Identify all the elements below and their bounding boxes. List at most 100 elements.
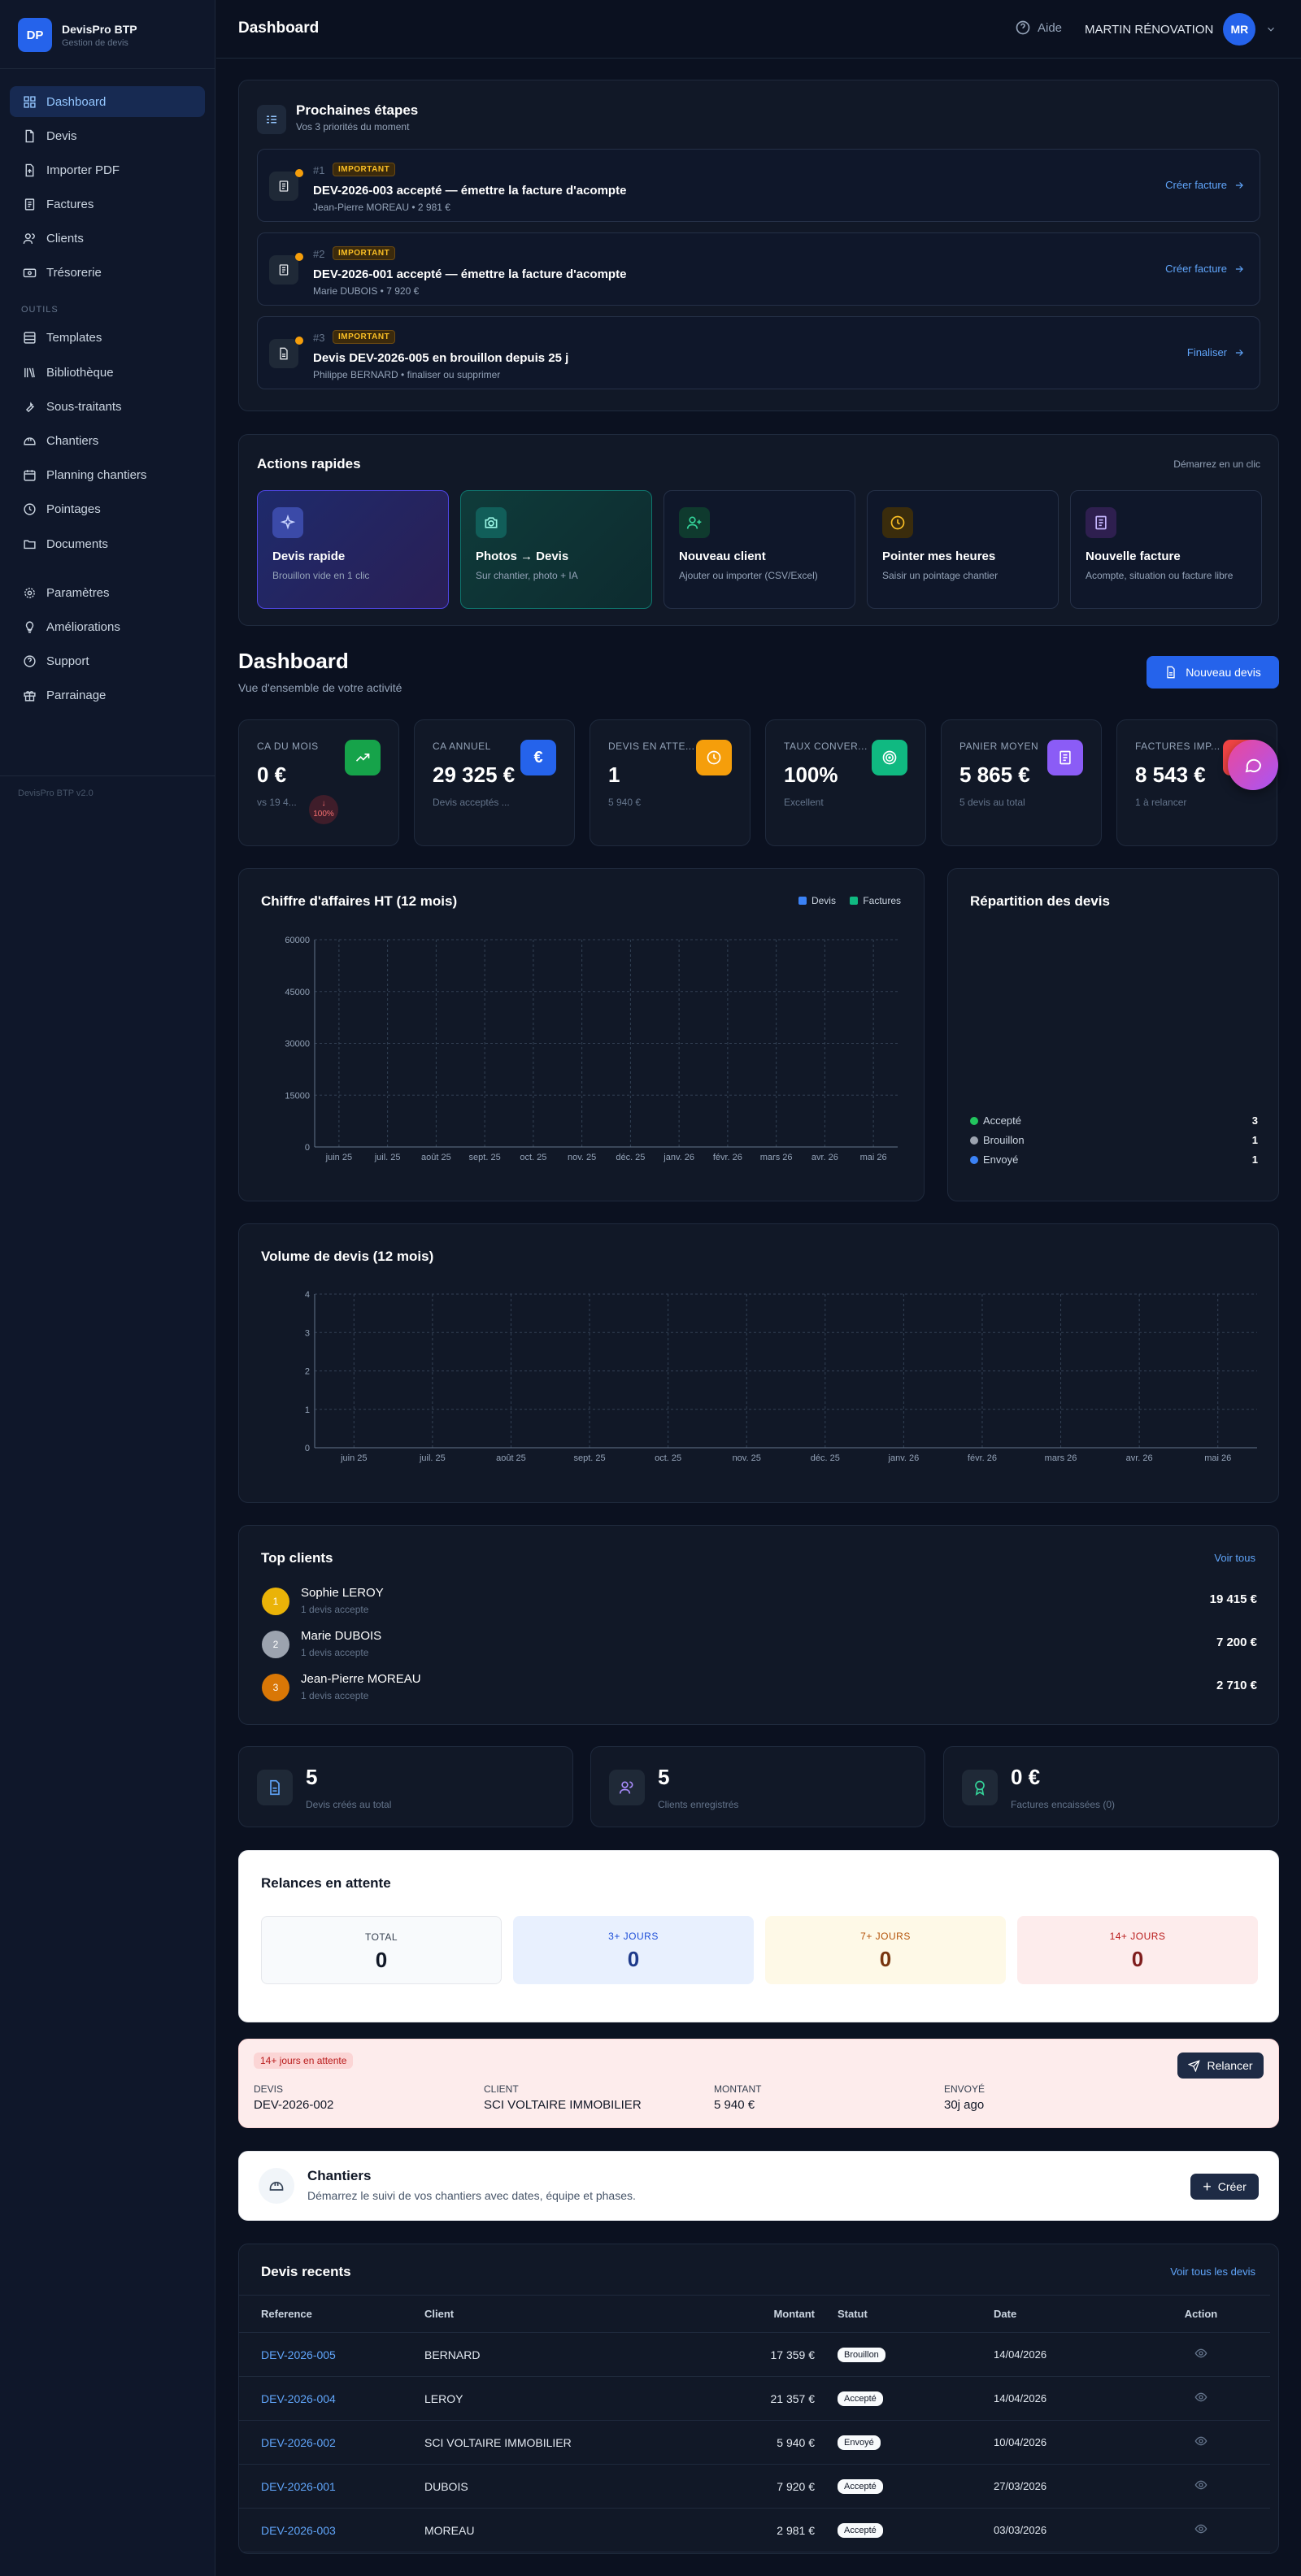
sidebar-item-chantiers[interactable]: Chantiers (10, 426, 205, 457)
arrow-right-icon (1235, 349, 1243, 356)
chart-title: Volume de devis (12 mois) (261, 1249, 434, 1264)
top-client-row[interactable]: 2 Marie DUBOIS 1 devis accepte 7 200 € (262, 1624, 1257, 1665)
x-tick-label: nov. 25 (733, 1453, 761, 1463)
pie-legend-item: Accepté 3 (970, 1114, 1258, 1134)
quote-reference[interactable]: DEV-2026-003 (261, 2523, 336, 2537)
view-quote-button[interactable] (1132, 2332, 1270, 2377)
quote-reference[interactable]: DEV-2026-001 (261, 2479, 336, 2493)
brand-name: DevisPro BTP (62, 22, 137, 36)
stat-value: 5 (306, 1765, 318, 1789)
new-quote-button[interactable]: Nouveau devis (1147, 656, 1279, 689)
table-row[interactable]: DEV-2026-003 MOREAU 2 981 € Accepté 03/03/20… (239, 2508, 1270, 2552)
see-all-quotes-link[interactable]: Voir tous les devis (1170, 2265, 1255, 2278)
next-step-item[interactable]: #3 IMPORTANT Devis DEV-2026-005 en broui… (257, 316, 1260, 389)
quote-reference-link[interactable]: DEV-2026-005 (239, 2332, 424, 2377)
quick-action-nouveau-client[interactable]: Nouveau client Ajouter ou importer (CSV/… (664, 490, 855, 609)
sidebar-item-label: Documents (46, 536, 108, 551)
sidebar-item-pointages[interactable]: Pointages (10, 494, 205, 525)
relance-value: 0 (375, 1948, 388, 1972)
sidebar-item-support[interactable]: Support (10, 646, 205, 677)
sidebar-item-parrainage[interactable]: Parrainage (10, 680, 205, 711)
y-tick-label: 3 (305, 1328, 310, 1338)
kpi-sub: Excellent (784, 797, 824, 808)
library-icon (24, 367, 35, 378)
top-client-row[interactable]: 3 Jean-Pierre MOREAU 1 devis accepte 2 7… (262, 1667, 1257, 1708)
step-action-link[interactable]: Créer facture (1165, 179, 1245, 191)
relancer-button[interactable]: Relancer (1177, 2053, 1264, 2079)
chat-fab-button[interactable] (1228, 740, 1278, 790)
sidebar-item-parametres[interactable]: Paramètres (10, 577, 205, 608)
sidebar-item-dashboard[interactable]: Dashboard (10, 86, 205, 117)
kpi-label: FACTURES IMP... (1135, 741, 1221, 752)
quote-reference-link[interactable]: DEV-2026-001 (239, 2464, 424, 2509)
next-step-item[interactable]: #1 IMPORTANT DEV-2026-003 accepté — émet… (257, 149, 1260, 222)
quick-action-pointer-heures[interactable]: Pointer mes heures Saisir un pointage ch… (867, 490, 1059, 609)
legend-swatch (970, 1117, 978, 1125)
quote-reference-link[interactable]: DEV-2026-002 (239, 2420, 424, 2465)
sidebar-item-bibliotheque[interactable]: Bibliothèque (10, 357, 205, 388)
view-quote-button[interactable] (1132, 2464, 1270, 2509)
legend-label: Brouillon (983, 1134, 1025, 1146)
quick-action-photos-devis[interactable]: Photos → Devis Sur chantier, photo + IA (460, 490, 652, 609)
rank-badge: 1 (262, 1588, 289, 1615)
sidebar-item-tresorerie[interactable]: Trésorerie (10, 258, 205, 289)
see-all-clients-link[interactable]: Voir tous (1214, 1552, 1255, 1564)
rank-badge: 3 (262, 1674, 289, 1701)
sidebar-item-label: Pointages (46, 502, 101, 517)
quote-reference[interactable]: DEV-2026-004 (261, 2391, 336, 2405)
table-header-row: Reference Client Montant Statut Date Act… (239, 2295, 1270, 2333)
user-menu[interactable]: MARTIN RÉNOVATION MR (1085, 13, 1277, 46)
client-amount: 2 710 € (1216, 1679, 1257, 1692)
quick-action-devis-rapide[interactable]: Devis rapide Brouillon vide en 1 clic (257, 490, 449, 609)
quick-action-nouvelle-facture[interactable]: Nouvelle facture Acompte, situation ou f… (1070, 490, 1262, 609)
new-quote-label: Nouveau devis (1186, 666, 1261, 679)
table-row[interactable]: DEV-2026-005 BERNARD 17 359 € Brouillon 14/0… (239, 2332, 1270, 2377)
sidebar-item-label: Templates (46, 331, 102, 345)
step-action-link[interactable]: Finaliser (1187, 346, 1245, 358)
next-step-item[interactable]: #2 IMPORTANT DEV-2026-001 accepté — émet… (257, 232, 1260, 306)
create-chantier-button[interactable]: + Créer (1190, 2174, 1259, 2200)
eye-icon (1194, 2436, 1207, 2446)
quote-reference[interactable]: DEV-2026-002 (261, 2435, 336, 2449)
euro-icon: € (520, 740, 556, 775)
table-row[interactable]: DEV-2026-002 SCI VOLTAIRE IMMOBILIER 5 940… (239, 2420, 1270, 2465)
sidebar-item-clients[interactable]: Clients (10, 224, 205, 254)
table-row[interactable]: DEV-2026-001 DUBOIS 7 920 € Accepté 27/03/20… (239, 2464, 1270, 2509)
sidebar-item-factures[interactable]: Factures (10, 189, 205, 220)
sidebar-item-importer-pdf[interactable]: Importer PDF (10, 154, 205, 185)
brand[interactable]: DP DevisPro BTP Gestion de devis (18, 18, 137, 52)
sidebar-item-devis[interactable]: Devis (10, 120, 205, 151)
kpi-sub: 1 à relancer (1135, 797, 1187, 808)
view-quote-button[interactable] (1132, 2420, 1270, 2465)
receipt-icon (269, 172, 298, 201)
priority-dot (295, 169, 303, 177)
sidebar-item-planning[interactable]: Planning chantiers (10, 460, 205, 491)
x-tick-label: déc. 25 (616, 1153, 645, 1162)
stat-value: 5 (658, 1765, 670, 1789)
table-row[interactable]: DEV-2026-004 LEROY 21 357 € Accepté 14/04/20… (239, 2376, 1270, 2421)
legend-swatch (970, 1156, 978, 1164)
client-sub: 1 devis accepte (301, 1690, 369, 1701)
view-quote-button[interactable] (1132, 2508, 1270, 2552)
sidebar-item-documents[interactable]: Documents (10, 528, 205, 559)
stat-label: Factures encaissées (0) (1011, 1799, 1116, 1810)
quote-reference-link[interactable]: DEV-2026-003 (239, 2508, 424, 2552)
relances-card: Relances en attente TOTAL 0 3+ JOURS 0 7+ … (238, 1850, 1279, 2022)
top-client-row[interactable]: 1 Sophie LEROY 1 devis accepte 19 415 € (262, 1581, 1257, 1622)
kpi-value: 5 865 € (959, 762, 1030, 787)
sidebar-item-templates[interactable]: Templates (10, 323, 205, 354)
step-action-link[interactable]: Créer facture (1165, 263, 1245, 275)
important-badge: IMPORTANT (333, 163, 396, 176)
quote-reference-link[interactable]: DEV-2026-004 (239, 2376, 424, 2421)
sidebar-item-ameliorations[interactable]: Améliorations (10, 611, 205, 642)
col-montant: Montant (725, 2295, 838, 2333)
view-quote-button[interactable] (1132, 2376, 1270, 2421)
y-tick-label: 45000 (285, 988, 310, 997)
chart-title: Chiffre d'affaires HT (12 mois) (261, 893, 458, 909)
sidebar-item-sous-traitants[interactable]: Sous-traitants (10, 391, 205, 422)
quick-action-title: Nouvelle facture (1086, 550, 1181, 563)
help-link[interactable]: Aide (1015, 20, 1062, 36)
quote-client: SCI VOLTAIRE IMMOBILIER (424, 2420, 725, 2465)
quote-reference[interactable]: DEV-2026-005 (261, 2348, 336, 2361)
quote-client: BERNARD (424, 2332, 725, 2377)
